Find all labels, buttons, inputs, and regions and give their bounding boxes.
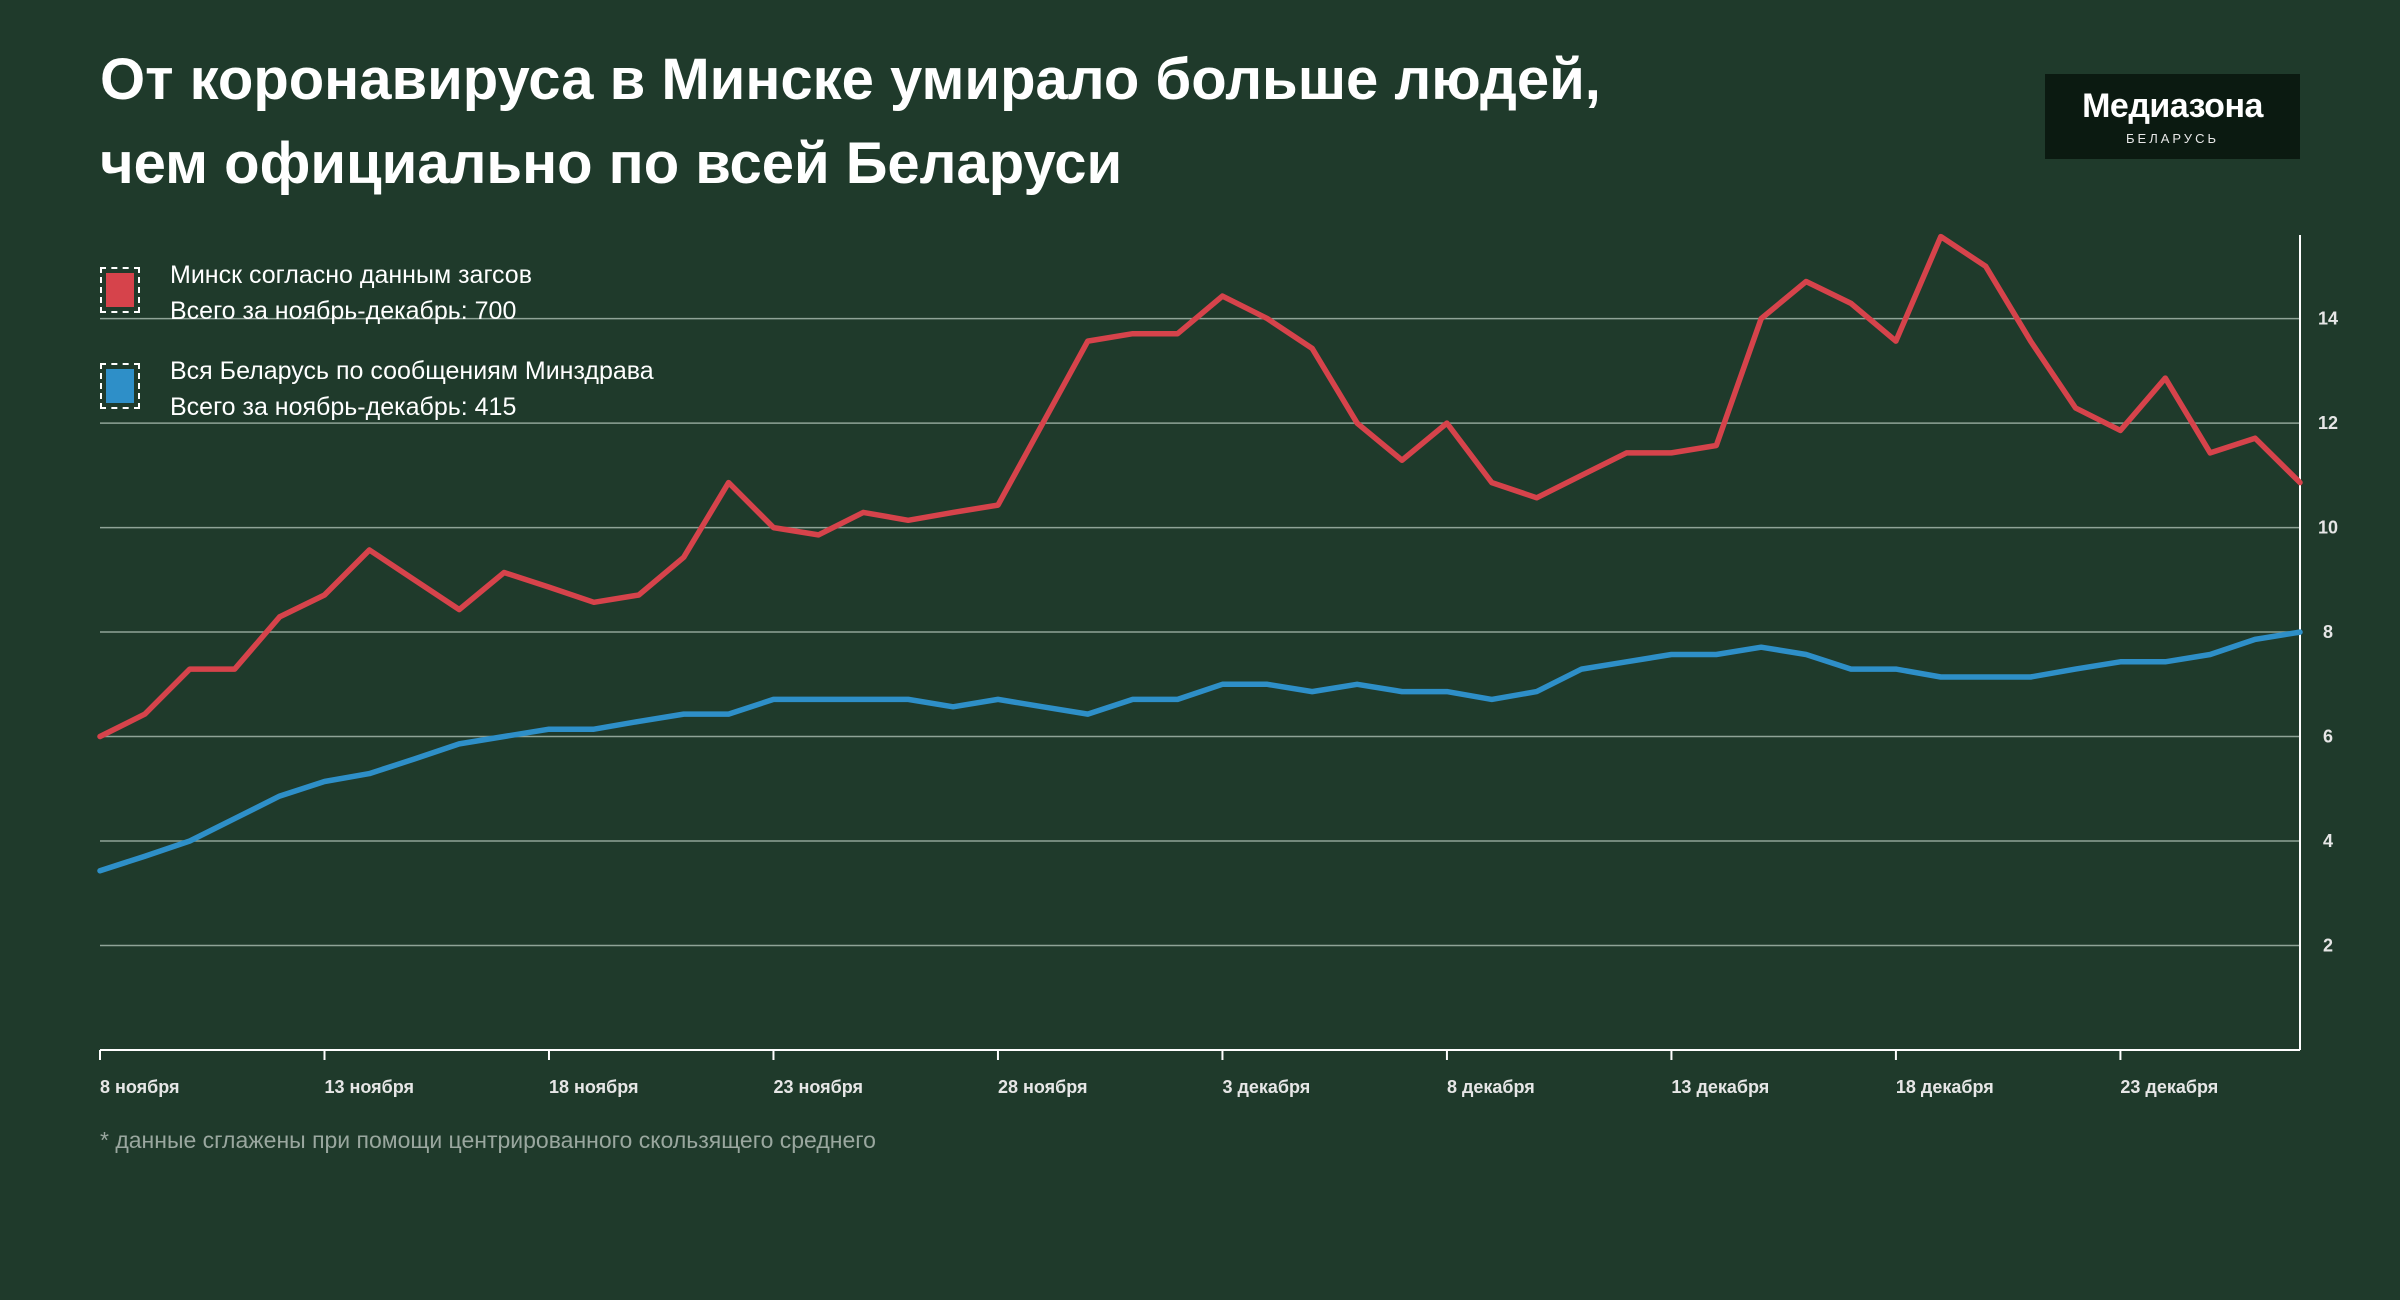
chart-legend: Минск согласно данным загсов Всего за но…	[100, 257, 654, 449]
y-tick-label: 2	[2323, 936, 2333, 956]
series-line-minsk	[97, 233, 2303, 740]
chart-title: От коронавируса в Минске умирало больше …	[100, 38, 2000, 206]
y-tick-label: 4	[2323, 831, 2333, 851]
x-tick-label: 13 ноября	[324, 1077, 414, 1097]
legend-label-minsk: Минск согласно данным загсов	[170, 261, 532, 289]
legend-label-belarus: Вся Беларусь по сообщениям Минздрава	[170, 357, 654, 385]
mediazona-logo: Медиазона БЕЛАРУСЬ	[2045, 74, 2300, 159]
title-line-1: От коронавируса в Минске умирало больше …	[100, 47, 1601, 112]
x-tick-label: 13 декабря	[1671, 1077, 1769, 1097]
y-tick-label: 6	[2323, 727, 2333, 747]
y-tick-label: 12	[2318, 413, 2338, 433]
x-tick-label: 8 ноября	[100, 1077, 180, 1097]
title-line-2: чем официально по всей Беларуси	[100, 131, 1123, 196]
x-tick-label: 18 ноября	[549, 1077, 639, 1097]
footnote: * данные сглажены при помощи центрирован…	[100, 1127, 876, 1153]
legend-item-minsk[interactable]: Минск согласно данным загсов Всего за но…	[100, 257, 654, 329]
y-tick-label: 14	[2318, 309, 2338, 329]
legend-swatch-minsk	[100, 267, 140, 313]
logo-subtitle: БЕЛАРУСЬ	[2126, 130, 2219, 146]
x-tick-label: 3 декабря	[1222, 1077, 1310, 1097]
x-tick-label: 8 декабря	[1447, 1077, 1535, 1097]
x-tick-label: 18 декабря	[1896, 1077, 1994, 1097]
legend-total-minsk: Всего за ноябрь-декабрь: 700	[170, 297, 517, 325]
x-tick-label: 23 ноября	[773, 1077, 863, 1097]
legend-item-belarus[interactable]: Вся Беларусь по сообщениям Минздрава Все…	[100, 353, 654, 425]
y-tick-label: 8	[2323, 622, 2333, 642]
series-line-belarus	[97, 629, 2303, 874]
x-tick-label: 23 декабря	[2120, 1077, 2218, 1097]
logo-name: Медиазона	[2082, 86, 2263, 125]
legend-swatch-belarus	[100, 363, 140, 409]
y-tick-label: 10	[2318, 518, 2338, 538]
legend-total-belarus: Всего за ноябрь-декабрь: 415	[170, 393, 517, 421]
x-tick-label: 28 ноября	[998, 1077, 1088, 1097]
